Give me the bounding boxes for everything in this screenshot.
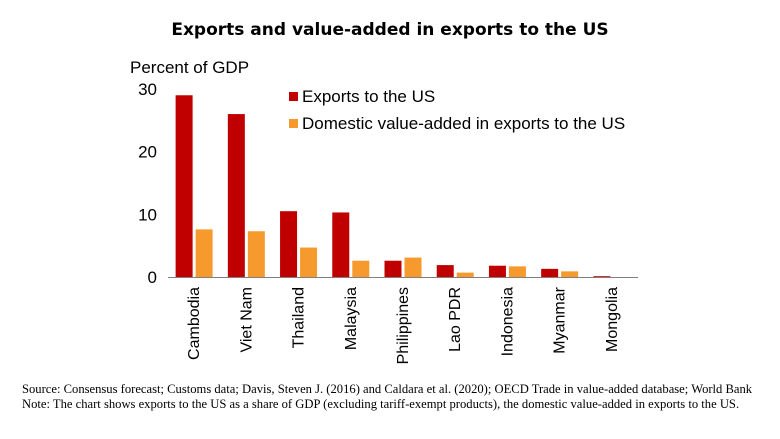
exports-bar xyxy=(227,114,245,277)
category-label: Mongolia xyxy=(604,287,621,352)
source-note: Source: Consensus forecast; Customs data… xyxy=(22,382,753,396)
legend-swatch xyxy=(289,119,298,128)
footnotes: Source: Consensus forecast; Customs data… xyxy=(22,382,767,412)
bars xyxy=(175,95,611,278)
value-added-bar xyxy=(561,271,579,277)
value-added-bar xyxy=(352,260,370,277)
chart-title: Exports and value-added in exports to th… xyxy=(171,20,609,40)
exports-bar xyxy=(488,265,506,277)
exports-bar xyxy=(280,211,298,277)
y-tick-labels: 0 10 20 30 xyxy=(138,80,157,287)
category-label: Philippines xyxy=(395,287,412,364)
legend-swatch xyxy=(289,92,298,101)
value-added-bar xyxy=(195,229,213,277)
category-labels: Cambodia Viet Nam Thailand Malaysia Philippi… xyxy=(186,286,621,364)
exports-bar xyxy=(541,268,559,277)
y-tick-label: 30 xyxy=(138,80,157,99)
y-axis-label: Percent of GDP xyxy=(130,58,250,77)
value-added-bar xyxy=(456,272,474,277)
exports-bar xyxy=(332,212,350,277)
exports-bar xyxy=(436,265,454,277)
y-tick-label: 20 xyxy=(138,143,157,162)
exports-bar xyxy=(593,276,611,277)
category-label: Malaysia xyxy=(343,287,360,350)
explanatory-note: Note: The chart shows exports to the US … xyxy=(22,397,740,411)
exports-bar xyxy=(175,95,193,278)
category-label: Cambodia xyxy=(186,287,203,360)
value-added-bar xyxy=(508,266,526,277)
category-label: Viet Nam xyxy=(238,287,255,353)
legend: Exports to the US Domestic value-added in… xyxy=(289,87,625,133)
legend-label: Domestic value-added in exports to the U… xyxy=(302,114,625,133)
category-label: Myanmar xyxy=(552,286,569,353)
category-label: Thailand xyxy=(291,287,308,348)
value-added-bar xyxy=(247,231,265,277)
legend-label: Exports to the US xyxy=(302,87,435,106)
bar-chart: 0 10 20 30 Cambodia Viet Nam Thailand Malaysia… xyxy=(138,80,638,364)
category-label: Indonesia xyxy=(499,287,516,356)
value-added-bar xyxy=(300,247,318,277)
y-tick-label: 0 xyxy=(148,268,157,287)
category-label: Lao PDR xyxy=(447,287,464,352)
value-added-bar xyxy=(404,257,422,277)
exports-bar xyxy=(384,260,402,277)
y-tick-label: 10 xyxy=(138,205,157,224)
